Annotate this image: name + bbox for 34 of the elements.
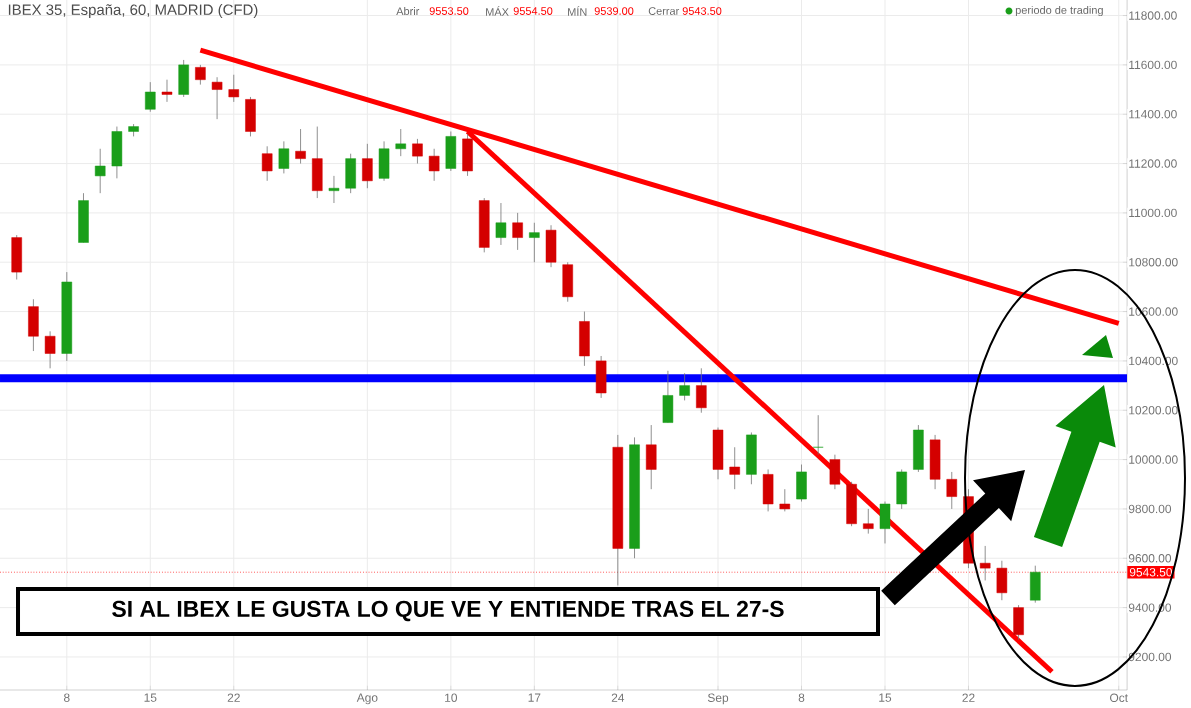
y-tick-label: 10200.00	[1129, 406, 1178, 415]
annotation: 9543.50	[682, 7, 722, 15]
annotation: 9553.50	[429, 7, 469, 15]
x-tick-label: 8	[798, 693, 805, 702]
annotation: 9539.00	[594, 7, 634, 15]
y-tick-label: 9800.00	[1128, 504, 1172, 514]
y-tick-label: 10000.00	[1129, 455, 1178, 464]
x-tick-label: 8	[63, 693, 70, 702]
annotation: 9554.50	[513, 7, 553, 15]
annotation: periodo de trading	[1015, 5, 1103, 17]
y-tick-label: 11000.00	[1129, 208, 1177, 218]
annotation: Cerrar	[648, 7, 680, 15]
x-tick-label: Ago	[356, 693, 378, 705]
y-tick-label: 11800.00	[1129, 11, 1177, 20]
x-tick-label: 17	[528, 693, 541, 702]
y-tick-label: 11400.00	[1129, 109, 1177, 119]
y-tick-label: 10800.00	[1129, 258, 1178, 267]
y-tick-label: 11600.00	[1129, 60, 1177, 70]
y-tick-label: 11200.00	[1129, 159, 1177, 168]
x-tick-label: Sep	[707, 693, 729, 705]
x-tick-label: Oct	[1110, 693, 1128, 702]
y-tick-label: 9600.00	[1128, 554, 1172, 563]
chart-title: IBEX 35, España, 60, MADRID (CFD)	[8, 4, 258, 18]
x-tick-label: 10	[445, 693, 458, 702]
x-tick-label: 22	[227, 693, 240, 702]
annotation: MÍN	[568, 6, 587, 16]
x-tick-label: 15	[879, 693, 892, 702]
annotation: MÁX	[486, 6, 509, 16]
annotation: SI AL IBEX LE GUSTA LO QUE VE Y ENTIENDE TRAS EL 27-S	[112, 600, 784, 622]
x-tick-label: 24	[611, 693, 625, 702]
ref-line-label: 9543.50	[1129, 567, 1173, 577]
x-tick-label: 15	[144, 693, 157, 702]
x-tick-label: 22	[962, 693, 975, 702]
annotation: Abrir	[396, 6, 420, 16]
